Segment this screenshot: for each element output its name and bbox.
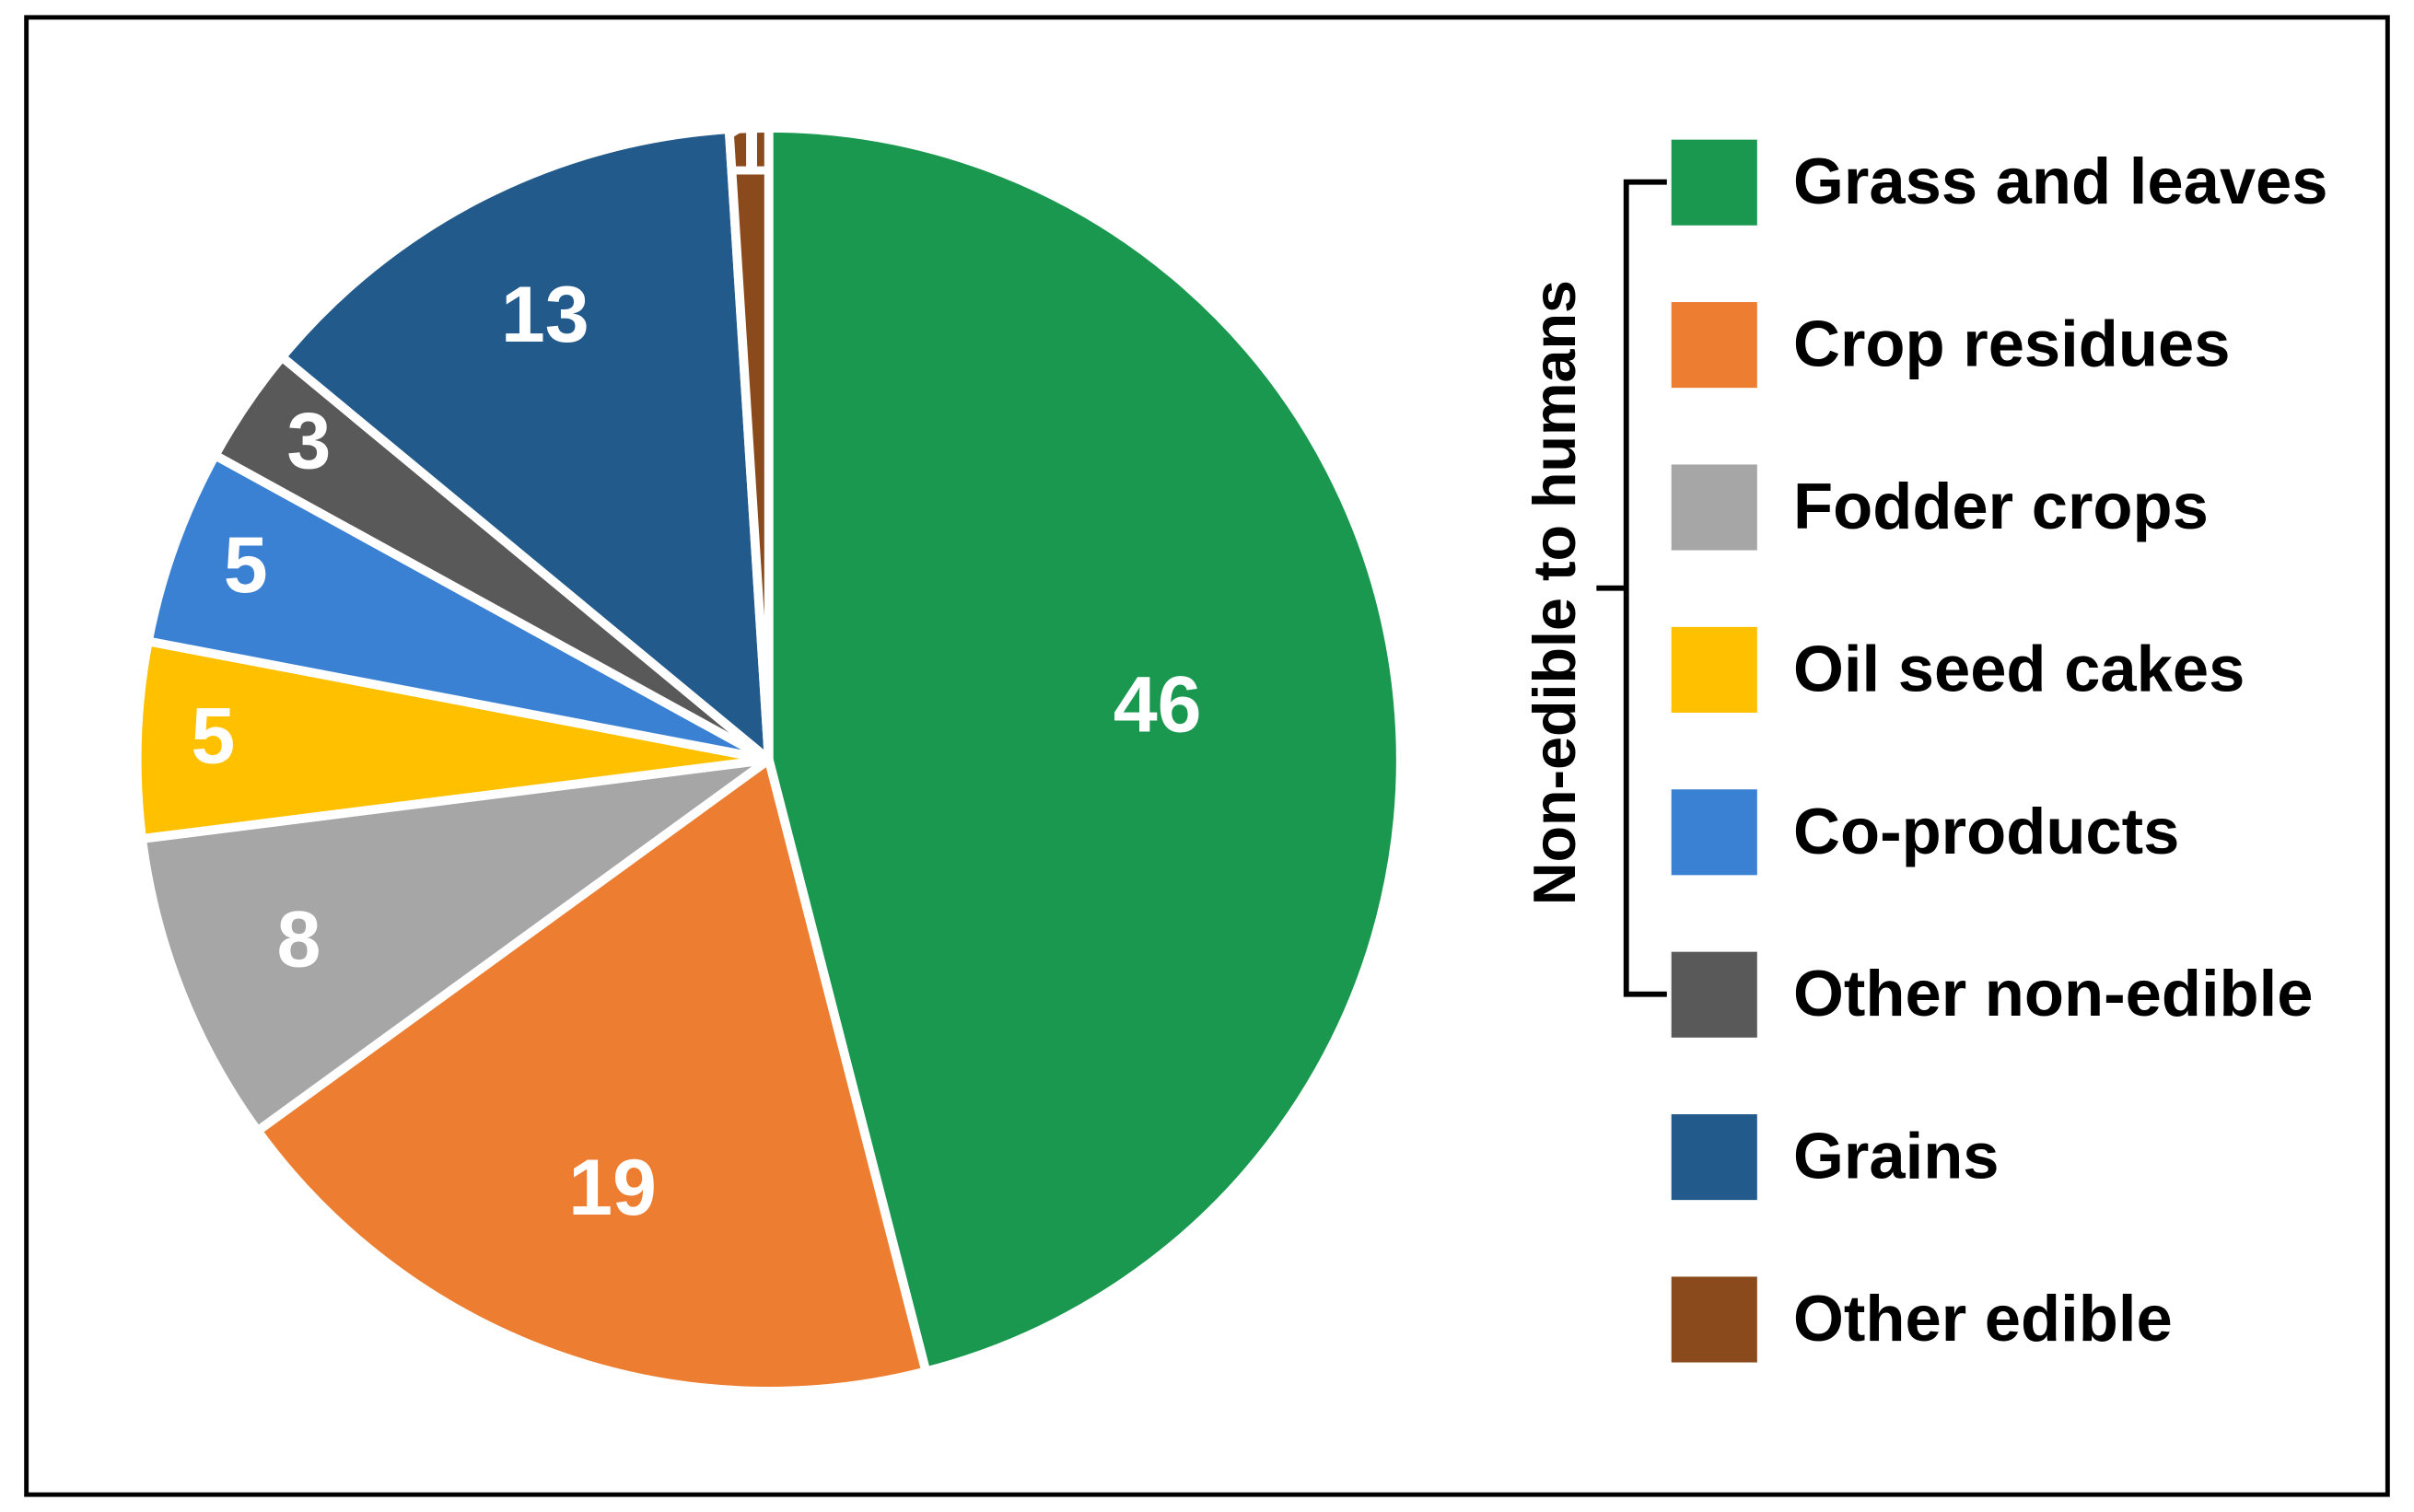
legend-swatch [1672, 464, 1757, 550]
legend-label: Oil seed cakes [1793, 633, 2245, 706]
legend-swatch [1672, 1114, 1757, 1200]
non-edible-bracket-label: Non-edible to humans [1520, 142, 1588, 1044]
bracket-path [1599, 182, 1664, 994]
legend-item-grains: Grains [1672, 1076, 2328, 1238]
legend-item-co-products: Co-products [1672, 750, 2328, 913]
legend-label: Other non-edible [1793, 958, 2313, 1031]
legend-swatch [1672, 789, 1757, 875]
legend-item-fodder-crops: Fodder crops [1672, 425, 2328, 587]
legend-item-other-non-edible: Other non-edible [1672, 913, 2328, 1076]
legend-swatch [1672, 951, 1757, 1037]
legend-item-other-edible: Other edible [1672, 1238, 2328, 1400]
legend-item-oil-seed-cakes: Oil seed cakes [1672, 588, 2328, 750]
legend-item-crop-residues: Crop residues [1672, 263, 2328, 425]
legend-swatch [1672, 626, 1757, 712]
legend-swatch [1672, 139, 1757, 225]
legend: Grass and leaves Crop residues Fodder crop… [1672, 101, 2328, 1401]
legend-swatch [1672, 1276, 1757, 1362]
legend-label: Fodder crops [1793, 470, 2209, 543]
legend-item-grass-and-leaves: Grass and leaves [1672, 101, 2328, 263]
legend-label: Grass and leaves [1793, 145, 2328, 219]
legend-label: Grains [1793, 1120, 2000, 1193]
legend-label: Other edible [1793, 1282, 2173, 1355]
chart-frame: 46198553131 Non-edible to humans Grass a… [24, 15, 2390, 1496]
legend-label: Crop residues [1793, 308, 2230, 381]
legend-label: Co-products [1793, 795, 2179, 868]
legend-swatch [1672, 302, 1757, 388]
